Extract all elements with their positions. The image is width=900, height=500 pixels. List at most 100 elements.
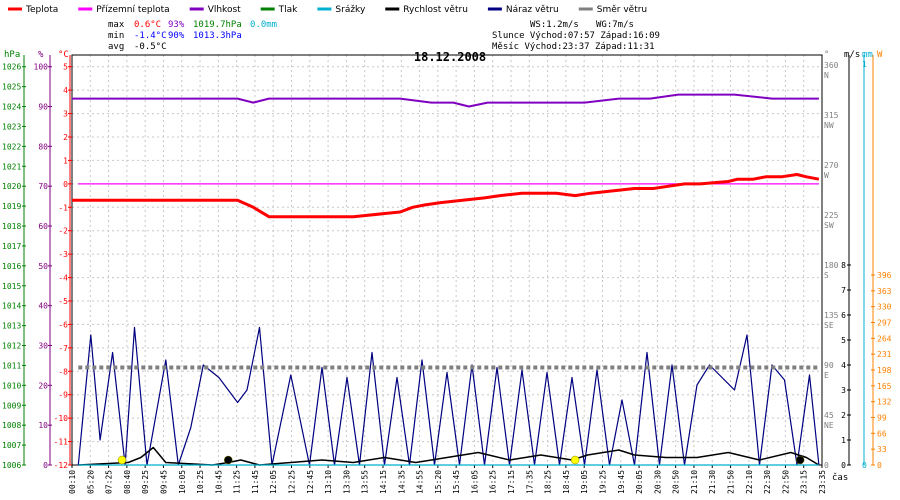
tick-label-wind: 1 — [841, 436, 846, 445]
tick-label-temp: 2 — [63, 133, 68, 142]
tick-label-press: 1023 — [2, 122, 21, 131]
legend-label-6: Náraz větru — [506, 5, 559, 15]
legend-label-5: Rychlost větru — [403, 5, 468, 15]
tick-label-x: 23:35 — [818, 470, 827, 494]
info-sun: Slunce Východ:07:57 Západ:16:09 — [492, 31, 660, 41]
tick-label-solar: 231 — [877, 350, 892, 359]
x-axis-label: čas — [832, 472, 848, 483]
tick-label-temp: 3 — [63, 110, 68, 119]
tick-label-press: 1017 — [2, 242, 21, 251]
axis-unit-solar: W — [877, 50, 883, 60]
stats-min-press: 1013.3hPa — [193, 31, 242, 41]
tick-label-x: 14:15 — [379, 470, 388, 494]
tick-label-temp: -12 — [54, 461, 69, 470]
tick-label-wind: 8 — [841, 261, 846, 270]
tick-label-x: 20:05 — [635, 470, 644, 494]
tick-label-hum: 100 — [34, 63, 49, 72]
tick-label-x: 14:55 — [416, 470, 425, 494]
tick-label-x: 22:50 — [781, 470, 790, 494]
tick-label-dir-cardinal: S — [824, 271, 829, 280]
tick-label-dir: 225 — [824, 211, 839, 220]
tick-label-press: 1024 — [2, 103, 21, 112]
tick-label-dir: 180 — [824, 261, 839, 270]
tick-label-temp: -3 — [58, 250, 68, 259]
moon-icon-3 — [795, 455, 805, 465]
tick-label-dir: 360 — [824, 61, 839, 70]
legend-label-1: Přízemní teplota — [96, 5, 169, 15]
tick-label-x: 12:25 — [288, 470, 297, 494]
tick-label-temp: 4 — [63, 86, 68, 95]
tick-label-hum: 40 — [38, 302, 48, 311]
tick-label-x: 14:35 — [397, 470, 406, 494]
tick-label-hum: 30 — [38, 342, 48, 351]
legend-label-4: Srážky — [335, 5, 366, 15]
sun-icon-1 — [570, 455, 580, 465]
axis-unit-dir: ° — [824, 50, 829, 60]
series-line-2 — [72, 173, 820, 219]
tick-label-press: 1010 — [2, 381, 21, 390]
tick-label-x: 10:25 — [196, 470, 205, 494]
tick-label-x: 19:05 — [580, 470, 589, 494]
tick-label-wind: 4 — [841, 361, 846, 370]
tick-label-solar: 165 — [877, 382, 892, 391]
tick-label-dir: 90 — [824, 361, 834, 370]
tick-label-dir-cardinal: NW — [824, 121, 834, 130]
axis-unit-press: hPa — [4, 50, 20, 60]
stats-max-temp: 0.6°C — [134, 20, 161, 30]
info-moon: Měsíc Východ:23:37 Západ:11:31 — [492, 42, 655, 52]
tick-label-press: 1022 — [2, 142, 21, 151]
tick-label-press: 1026 — [2, 63, 21, 72]
tick-label-temp: -4 — [58, 274, 68, 283]
tick-label-x: 11:45 — [251, 470, 260, 494]
tick-label-x: 15:45 — [452, 470, 461, 494]
tick-label-x: 17:15 — [507, 470, 516, 494]
tick-label-press: 1012 — [2, 342, 21, 351]
stats-max-label: max — [108, 20, 125, 30]
grid-group — [71, 55, 823, 466]
tick-label-hum: 0 — [43, 461, 48, 470]
stats-max-press: 1019.7hPa — [193, 20, 242, 30]
legend-label-0: Teplota — [25, 5, 58, 15]
tick-label-rain-bottom: 0 — [862, 461, 867, 470]
tick-label-hum: 10 — [38, 421, 48, 430]
tick-label-wind: 7 — [841, 286, 846, 295]
tick-label-solar: 198 — [877, 366, 892, 375]
tick-label-wind: 5 — [841, 336, 846, 345]
tick-label-x: 21:30 — [708, 470, 717, 494]
tick-label-solar: 132 — [877, 398, 892, 407]
tick-label-temp: 0 — [63, 180, 68, 189]
tick-label-x: 07:25 — [105, 470, 114, 494]
tick-label-x: 10:45 — [214, 470, 223, 494]
legend-label-7: Směr větru — [597, 5, 647, 15]
axis-unit-hum: % — [38, 50, 44, 60]
tick-label-x: 12:05 — [269, 470, 278, 494]
tick-label-press: 1008 — [2, 421, 21, 430]
tick-label-temp: -1 — [58, 203, 68, 212]
tick-label-x: 00:10 — [68, 470, 77, 494]
tick-label-press: 1009 — [2, 401, 21, 410]
tick-label-solar: 396 — [877, 271, 892, 280]
tick-label-hum: 20 — [38, 381, 48, 390]
tick-label-x: 13:55 — [361, 470, 370, 494]
tick-label-dir: 45 — [824, 411, 834, 420]
tick-label-hum: 60 — [38, 222, 48, 231]
tick-label-temp: -7 — [58, 344, 68, 353]
tick-label-dir: 0 — [824, 461, 829, 470]
tick-label-dir-cardinal: N — [824, 71, 829, 80]
tick-label-press: 1019 — [2, 202, 21, 211]
tick-label-x: 22:10 — [745, 470, 754, 494]
tick-label-x: 11:25 — [233, 470, 242, 494]
tick-label-solar: 33 — [877, 445, 887, 454]
tick-label-x: 20:30 — [653, 470, 662, 494]
tick-label-solar: 363 — [877, 287, 892, 296]
tick-label-x: 22:30 — [763, 470, 772, 494]
tick-label-temp: -8 — [58, 367, 68, 376]
tick-label-x: 18:25 — [544, 470, 553, 494]
tick-label-solar: 0 — [877, 461, 882, 470]
stats-min-hum: 90% — [168, 31, 185, 41]
tick-label-x: 09:25 — [141, 470, 150, 494]
stats-max-hum: 93% — [168, 20, 185, 30]
tick-label-x: 18:45 — [562, 470, 571, 494]
plot-frame — [71, 54, 823, 466]
tick-label-press: 1011 — [2, 361, 21, 370]
